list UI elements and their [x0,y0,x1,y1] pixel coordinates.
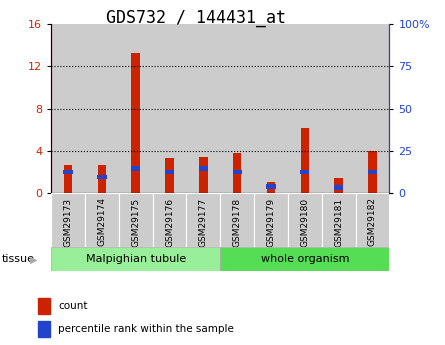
Bar [38,298,50,314]
Bar [335,178,343,193]
Bar [368,151,376,193]
Bar [322,24,356,193]
Bar [85,24,119,193]
Text: percentile rank within the sample: percentile rank within the sample [58,324,234,334]
Bar [119,24,153,193]
Text: GSM29182: GSM29182 [368,197,377,246]
Bar [97,175,106,179]
Bar [166,158,174,193]
Text: count: count [58,301,88,311]
Bar [220,24,254,193]
Text: GSM29173: GSM29173 [64,197,73,247]
Bar [64,169,73,174]
Bar [288,24,322,193]
Bar [132,53,140,193]
Bar [356,24,389,193]
Bar [119,193,153,247]
Bar [199,166,208,171]
Bar [85,193,119,247]
Bar [254,193,288,247]
Bar [51,24,85,193]
Text: GSM29180: GSM29180 [300,197,309,247]
Bar [220,247,389,271]
Bar [301,128,309,193]
Bar [153,193,186,247]
Text: GSM29179: GSM29179 [267,197,275,247]
Bar [356,193,389,247]
Bar [267,184,275,189]
Bar [186,24,220,193]
Bar [233,153,242,193]
Text: GSM29181: GSM29181 [334,197,343,247]
Text: GDS732 / 144431_at: GDS732 / 144431_at [106,9,286,27]
Bar [38,321,50,337]
Bar [153,24,186,193]
Bar [51,247,220,271]
Text: GSM29175: GSM29175 [131,197,140,247]
Bar [300,169,309,174]
Bar [368,169,377,174]
Text: whole organism: whole organism [261,254,349,264]
Bar [233,169,242,174]
Bar [98,165,106,193]
Text: GSM29178: GSM29178 [233,197,242,247]
Text: GSM29176: GSM29176 [165,197,174,247]
Bar [288,193,322,247]
Bar [199,157,208,193]
Bar [165,169,174,174]
Bar [51,193,85,247]
Bar [267,181,275,193]
Bar [254,24,288,193]
Bar [131,166,140,171]
Text: GSM29177: GSM29177 [199,197,208,247]
Bar [186,193,220,247]
Bar [334,185,343,190]
Text: ▶: ▶ [30,255,37,264]
Text: GSM29174: GSM29174 [97,197,106,246]
Bar [322,193,356,247]
Bar [220,193,254,247]
Text: tissue: tissue [2,255,35,264]
Text: Malpighian tubule: Malpighian tubule [85,254,186,264]
Bar [64,165,73,193]
